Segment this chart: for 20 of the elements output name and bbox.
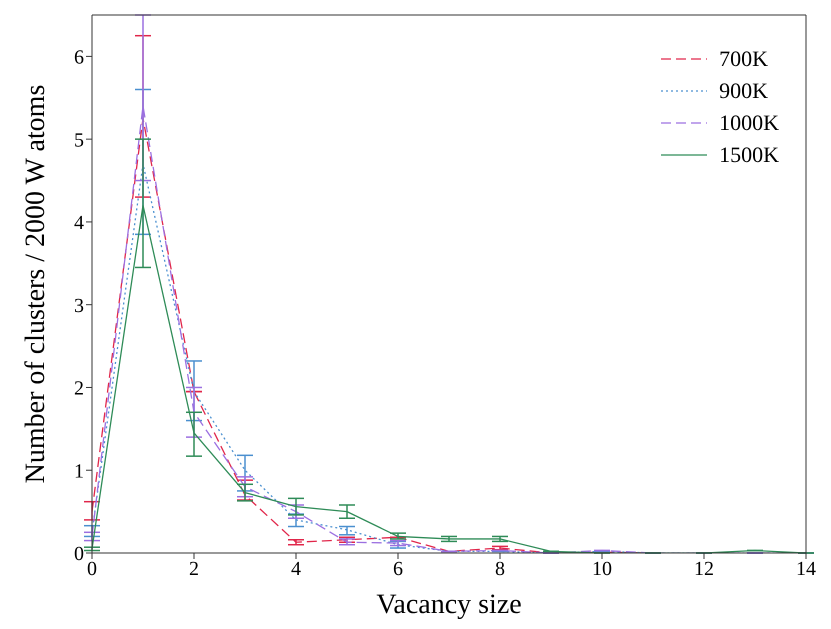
legend-label: 700K — [719, 46, 768, 72]
y-axis-title: Number of clusters / 2000 W atoms — [20, 84, 51, 484]
x-tick-label: 8 — [495, 558, 505, 580]
y-tick-label: 4 — [74, 212, 84, 234]
x-tick-label: 4 — [291, 558, 301, 580]
legend-label: 1500K — [719, 142, 779, 168]
x-tick-label: 14 — [796, 558, 816, 580]
x-tick-label: 6 — [393, 558, 403, 580]
legend-label: 900K — [719, 78, 768, 104]
y-tick-label: 1 — [74, 460, 84, 482]
x-tick-label: 12 — [694, 558, 714, 580]
x-tick-label: 10 — [592, 558, 612, 580]
y-tick-label: 6 — [74, 46, 84, 68]
y-tick-label: 3 — [74, 294, 84, 317]
x-tick-label: 2 — [189, 558, 199, 580]
y-tick-label: 2 — [74, 378, 84, 400]
x-axis-title: Vacancy size — [376, 589, 522, 620]
legend-label: 1000K — [719, 110, 779, 136]
y-tick-label: 0 — [74, 543, 84, 566]
y-tick-label: 5 — [74, 129, 84, 152]
